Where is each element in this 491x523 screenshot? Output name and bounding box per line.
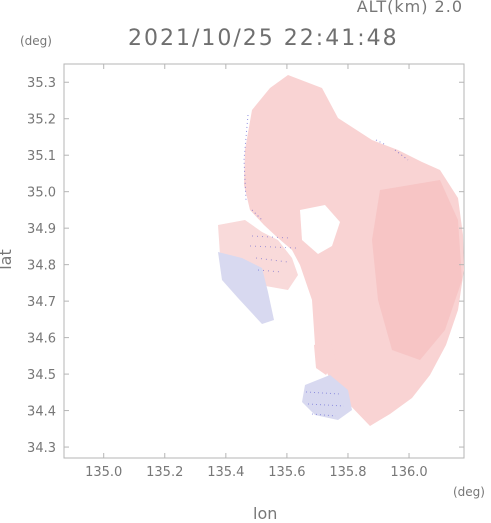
y-axis: 34.3 34.4 34.5 34.6 34.7 34.8 34.9 35.0 35.1 35.2…: [27, 76, 464, 456]
y-tick-label: 35.3: [27, 76, 56, 91]
y-tick-label: 34.5: [27, 368, 56, 383]
echo-gap: [300, 205, 340, 254]
y-tick-label: 34.6: [27, 332, 56, 347]
x-axis-title: lon: [253, 504, 278, 523]
altitude-label: ALT(km) 2.0: [356, 0, 463, 16]
y-tick-label: 35.2: [27, 113, 56, 128]
y-axis-unit: (deg): [20, 34, 52, 48]
x-tick-label: 135.0: [85, 465, 122, 480]
negative-velocity-area: [218, 252, 274, 324]
y-tick-label: 34.8: [27, 259, 56, 274]
y-tick-label: 34.7: [27, 295, 56, 310]
scan-timestamp: 2021/10/25 22:41:48: [128, 26, 399, 51]
y-tick-label: 34.9: [27, 222, 56, 237]
y-tick-label: 34.4: [27, 405, 56, 420]
south-speckle: [305, 391, 345, 417]
x-tick-label: 135.2: [146, 465, 183, 480]
positive-velocity-core: [372, 180, 462, 360]
y-tick-label: 35.1: [27, 149, 56, 164]
y-tick-label: 35.0: [27, 186, 56, 201]
plot-frame: [63, 63, 465, 459]
x-tick-label: 136.0: [390, 465, 427, 480]
x-axis: 135.0 135.2 135.4 135.6 135.8 136.0: [85, 64, 428, 480]
x-tick-label: 135.6: [268, 465, 305, 480]
positive-velocity-south: [314, 340, 336, 375]
positive-velocity-west: [218, 220, 298, 290]
x-axis-unit: (deg): [453, 485, 485, 499]
radial-velocity-field: [218, 75, 464, 426]
x-tick-label: 135.8: [329, 465, 366, 480]
x-tick-label: 135.4: [207, 465, 244, 480]
negative-velocity-area: [302, 375, 352, 420]
y-tick-label: 34.3: [27, 441, 56, 456]
y-axis-title: lat: [0, 249, 15, 270]
